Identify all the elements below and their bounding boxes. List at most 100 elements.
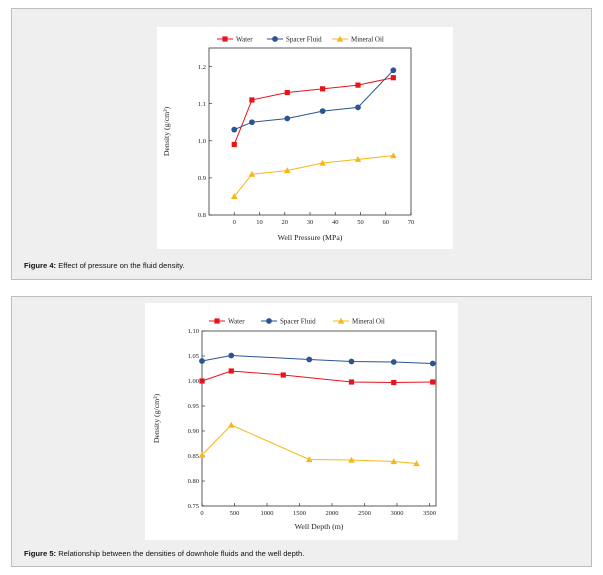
x-tick-label: 20 [282, 219, 289, 226]
x-tick-label: 1500 [293, 510, 306, 517]
x-tick-label: 0 [200, 510, 203, 517]
legend-marker [266, 318, 272, 324]
x-tick-label: 30 [307, 219, 314, 226]
data-point [354, 156, 362, 162]
series-water [231, 75, 396, 148]
legend-entry: Spacer Fluid [267, 35, 322, 43]
x-axis-label: Well Depth (m) [295, 522, 344, 531]
data-point [249, 97, 255, 103]
y-axis-label: Density (g/cm³) [152, 393, 161, 443]
data-point [227, 421, 235, 428]
y-tick-label: 1.00 [188, 378, 199, 385]
x-tick-label: 10 [256, 219, 263, 226]
y-axis-label: Density (g/cm³) [162, 106, 171, 156]
plot-frame [201, 330, 437, 507]
data-point [284, 115, 291, 122]
data-point [320, 86, 326, 92]
data-point [413, 460, 420, 467]
x-axis-label: Well Pressure (MPa) [278, 233, 343, 242]
data-point [248, 170, 256, 177]
series-line [233, 77, 394, 145]
y-tick-label: 1.05 [188, 353, 199, 360]
x-tick-label: 3500 [423, 510, 436, 517]
data-point [391, 379, 397, 386]
x-tick-label: 500 [230, 510, 240, 517]
y-tick-label: 1.2 [198, 64, 206, 71]
legend-entry: Water [217, 35, 253, 43]
data-point [355, 82, 361, 88]
legend-label: Water [236, 35, 253, 43]
y-tick-label: 1.1 [198, 101, 206, 108]
figure-4-chart: 0 10 20 30 40 50 60 70 0.8 0.9 1.0 1.1 1.2 Well Press… [162, 35, 415, 242]
series-line [201, 354, 433, 364]
legend-entry: Mineral Oil [332, 35, 384, 43]
series-mineral-oil [230, 152, 397, 200]
data-point [390, 152, 397, 159]
data-point [348, 379, 355, 385]
data-point [231, 126, 238, 133]
data-point [305, 456, 313, 463]
figure-5-caption-label: Figure 5: [24, 549, 57, 558]
x-tick-label: 70 [408, 219, 415, 226]
y-tick-label: 1.10 [188, 328, 199, 335]
legend-entry: Spacer Fluid [261, 317, 316, 325]
data-point [429, 360, 436, 367]
data-point [230, 193, 238, 200]
y-tick-label: 0.8 [198, 212, 206, 219]
data-point [390, 67, 397, 74]
legend-label: Spacer Fluid [286, 35, 322, 43]
series-mineral-oil [198, 421, 420, 467]
figure-4-caption: Figure 4: Effect of pressure on the flui… [24, 261, 185, 270]
x-tick-label: 60 [383, 219, 390, 226]
legend-marker [272, 36, 278, 42]
data-point [199, 378, 205, 384]
x-tick-label: 0 [233, 219, 236, 226]
legend-label: Water [228, 317, 245, 325]
figure-4-caption-label: Figure 4: [24, 261, 57, 270]
data-point [228, 352, 235, 359]
series-line [201, 370, 433, 384]
data-point [199, 358, 205, 364]
figure-5-caption-text: Relationship between the densities of do… [56, 549, 305, 558]
x-tick-label: 2500 [358, 510, 371, 517]
figure-5-chart: 0 500 1000 1500 2000 2500 3000 3500 0.75 0.80 0.85… [152, 317, 437, 531]
data-point [283, 167, 291, 174]
series-line [201, 424, 417, 464]
legend-marker [336, 35, 344, 42]
y-tick-label: 0.85 [188, 453, 199, 460]
y-tick-label: 0.9 [198, 175, 206, 182]
y-tick-label: 0.95 [188, 403, 199, 410]
data-point [348, 358, 355, 365]
data-point [284, 89, 290, 96]
data-point [319, 159, 326, 166]
series-water [199, 368, 436, 386]
figure-4-caption-text: Effect of pressure on the fluid density. [56, 261, 185, 270]
legend-marker [214, 318, 220, 324]
legend-entry: Mineral Oil [333, 317, 385, 325]
legend-marker [222, 36, 228, 42]
data-point [231, 141, 237, 148]
series-spacer-fluid [199, 352, 436, 367]
data-point [228, 368, 234, 374]
data-point [390, 359, 397, 365]
legend-label: Spacer Fluid [280, 317, 316, 325]
legend-entry: Water [209, 317, 245, 325]
x-tick-label: 40 [332, 219, 339, 226]
figure-4-plot-area: 0 10 20 30 40 50 60 70 0.8 0.9 1.0 1.1 1.2 Well Press… [157, 27, 453, 249]
x-tick-label: 3000 [391, 510, 404, 517]
data-point [390, 75, 396, 81]
data-point [430, 379, 436, 385]
data-point [355, 104, 361, 111]
data-point [306, 356, 313, 363]
figure-5-plot-area: 0 500 1000 1500 2000 2500 3000 3500 0.75 0.80 0.85… [145, 303, 458, 540]
series-line [234, 69, 394, 131]
x-tick-label: 50 [357, 219, 364, 226]
figure-5-panel: 0 500 1000 1500 2000 2500 3000 3500 0.75 0.80 0.85… [11, 296, 592, 567]
legend-label: Mineral Oil [351, 35, 384, 43]
x-tick-label: 2000 [326, 510, 339, 517]
y-tick-label: 0.90 [188, 428, 199, 435]
figure-5-caption: Figure 5: Relationship between the densi… [24, 549, 304, 558]
series-line [233, 155, 394, 197]
y-tick-label: 1.0 [198, 138, 206, 145]
data-point [280, 372, 286, 378]
